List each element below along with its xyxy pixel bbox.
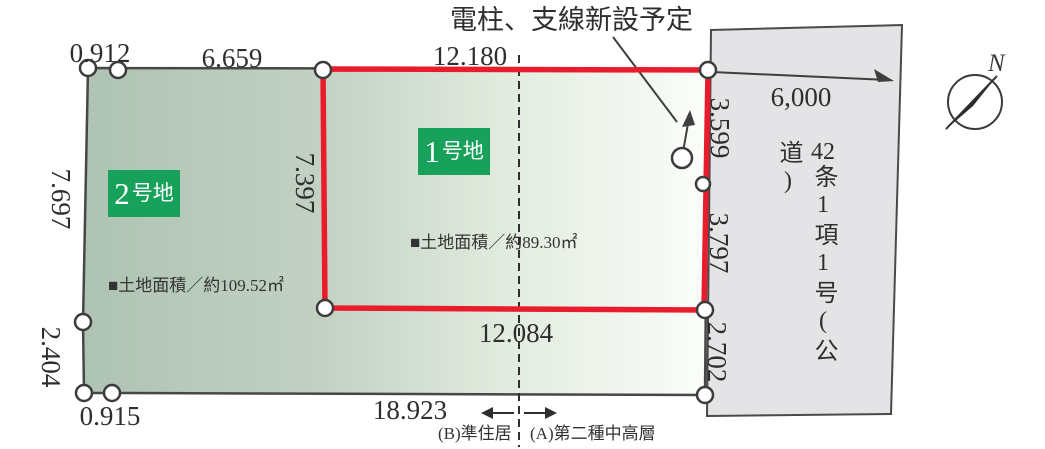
- plot2-number: 2: [114, 176, 130, 211]
- road-shape: [705, 23, 904, 418]
- zoning-east-label: (A)第二種中高層: [530, 424, 656, 443]
- plot1-suffix: 号地: [441, 139, 484, 163]
- plot2-badge: 2 号地: [108, 170, 180, 217]
- plot1-number: 1: [424, 134, 440, 169]
- plot2-area-label: ■土地面積／約109.52㎡: [108, 276, 285, 295]
- dim-top-offset: 0.912: [69, 38, 131, 68]
- plot1-area-label: ■土地面積／約89.30㎡: [410, 233, 578, 252]
- dim-west-upper: 7.697: [46, 168, 76, 230]
- road-designation-rest: 条1項1号(公道): [775, 140, 836, 366]
- compass-north-label: N: [988, 50, 1005, 77]
- dim-bottom-offset: 0.915: [79, 401, 141, 431]
- dim-bottom-total: 18.923: [372, 395, 448, 425]
- dim-east-upper: 3.599: [705, 97, 735, 159]
- road-designation-label: 42条1項1号(公道): [771, 140, 841, 420]
- dim-road-width: 6,000: [770, 82, 832, 112]
- dim-plot1-west: 7.397: [290, 152, 320, 214]
- road-width-dimension-line: [711, 69, 894, 82]
- utility-pole-marker: [670, 146, 694, 170]
- dim-top-plot1: 12.180: [432, 41, 508, 71]
- pole-note-label: 電柱、支線新設予定: [450, 5, 693, 35]
- dim-plot1-south: 12.084: [478, 318, 554, 348]
- dim-west-lower: 2.404: [36, 326, 66, 388]
- boundary-vertex-markers: [73, 58, 718, 405]
- zoning-west-label: (B)準住居: [438, 424, 512, 443]
- zoning-direction-arrows: [481, 407, 557, 419]
- compass-icon: [944, 74, 1003, 131]
- plot2-suffix: 号地: [131, 181, 174, 205]
- dim-east-lower: 2.702: [702, 321, 732, 383]
- pole-note-leader-line: [612, 36, 678, 123]
- plot1-badge: 1 号地: [418, 128, 490, 175]
- utility-pole-arrow: [682, 110, 695, 153]
- dim-top-west: 6.659: [201, 43, 263, 73]
- road-article-number: 42: [811, 140, 835, 164]
- land-parcel-shape: [81, 66, 710, 397]
- dim-east-mid: 3.797: [704, 212, 734, 274]
